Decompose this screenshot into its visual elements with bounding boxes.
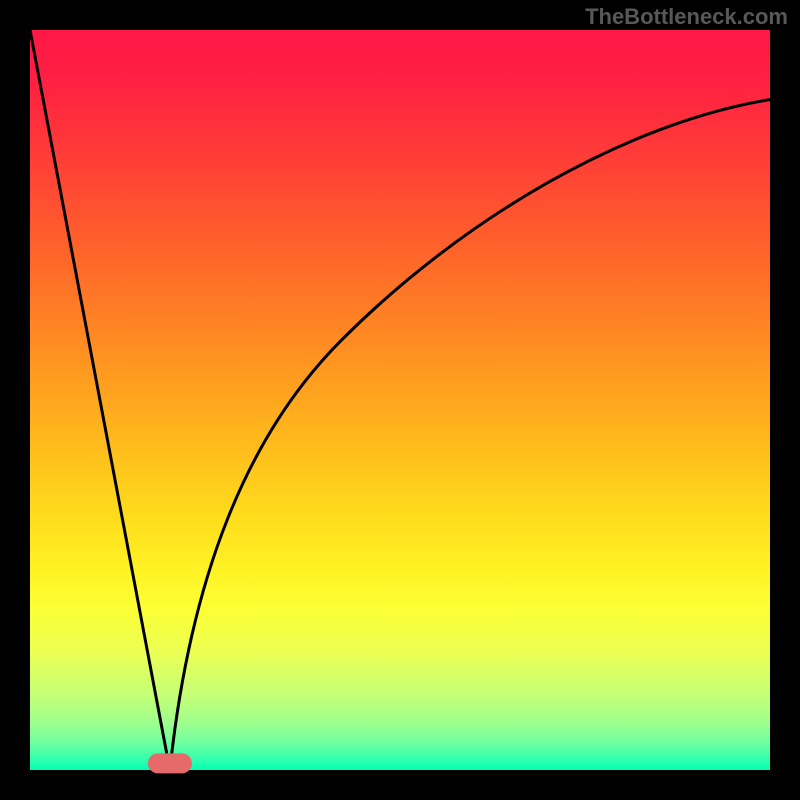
optimal-marker bbox=[148, 753, 192, 773]
bottleneck-curve-chart bbox=[0, 0, 800, 800]
watermark-text: TheBottleneck.com bbox=[585, 4, 788, 30]
plot-gradient-background bbox=[30, 30, 770, 770]
chart-root: TheBottleneck.com bbox=[0, 0, 800, 800]
